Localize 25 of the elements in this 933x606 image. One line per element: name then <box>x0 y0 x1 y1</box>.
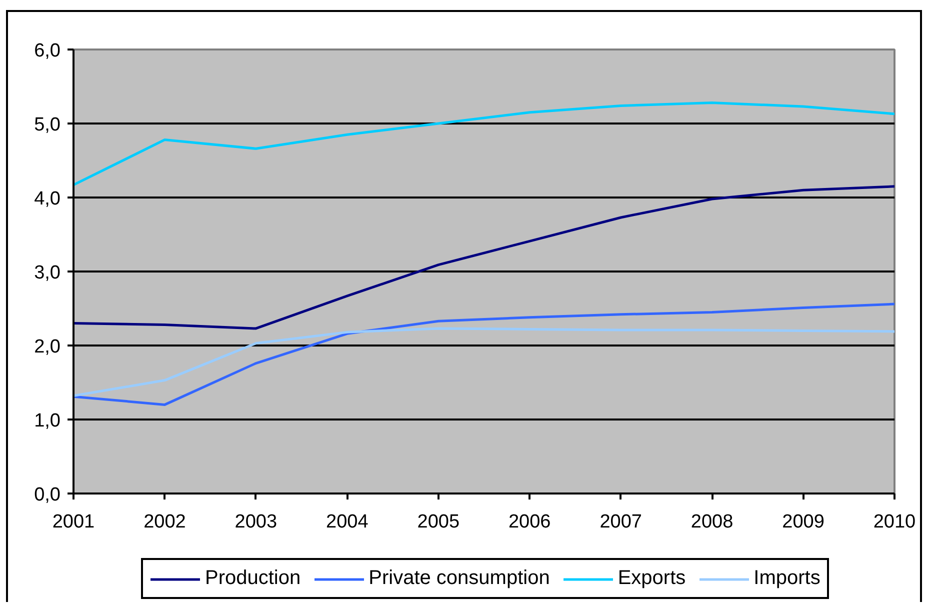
x-tick-label: 2003 <box>234 512 278 532</box>
x-tick-label: 2010 <box>873 512 916 532</box>
x-tick-label: 2005 <box>417 512 460 532</box>
y-tick-label: 5,0 <box>34 114 61 136</box>
y-tick-label: 6,0 <box>34 40 61 62</box>
x-tick-label: 2004 <box>326 512 369 532</box>
y-tick-label: 3,0 <box>34 262 61 284</box>
x-tick-label: 2009 <box>782 512 824 532</box>
legend-label: Production <box>205 567 301 590</box>
x-tick-label: 2007 <box>600 512 642 532</box>
line-series <box>74 102 894 186</box>
x-tick-label: 2008 <box>690 512 734 532</box>
x-tick-label: 2001 <box>52 512 95 532</box>
x-tick-label: 2006 <box>508 512 551 532</box>
legend-label: Exports <box>618 567 686 590</box>
legend-label: Imports <box>754 567 820 590</box>
y-tick-label: 2,0 <box>34 336 61 358</box>
y-tick-label: 4,0 <box>34 188 61 210</box>
y-tick-label: 1,0 <box>34 410 61 432</box>
line-series <box>74 302 894 406</box>
line-series <box>74 185 894 330</box>
y-tick-label: 0,0 <box>34 484 61 506</box>
x-tick-label: 2002 <box>144 512 186 532</box>
line-series <box>74 327 894 398</box>
legend-label: Private consumption <box>368 567 550 590</box>
